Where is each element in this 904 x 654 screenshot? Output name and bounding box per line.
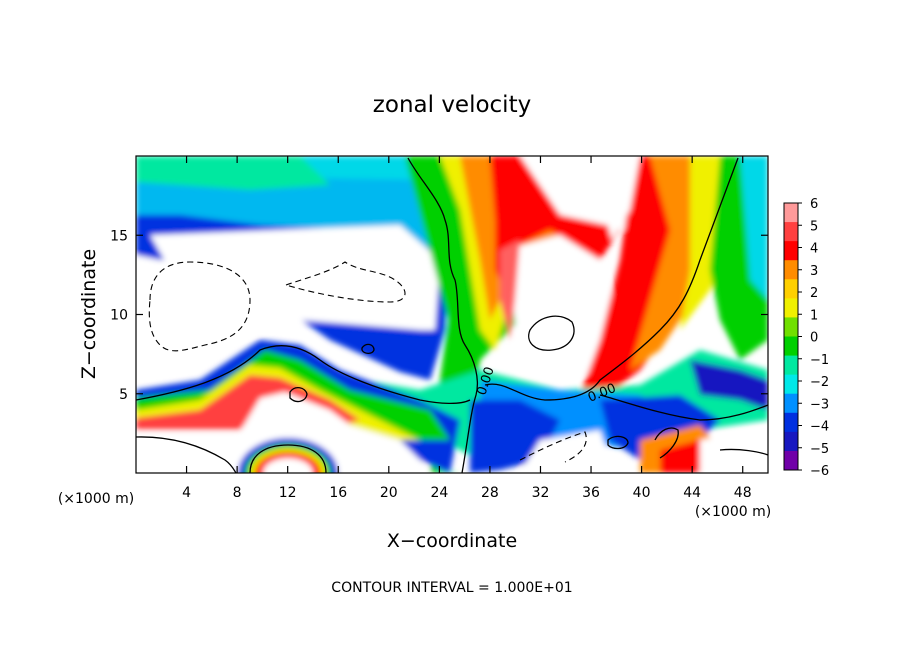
x-tick-label: 40: [633, 485, 651, 501]
colorbar-swatch: [784, 431, 798, 452]
chart-title: zonal velocity: [373, 92, 531, 118]
colorbar-swatch: [784, 355, 798, 376]
closed-contour-c: [607, 435, 629, 450]
x-tick-label: 36: [582, 485, 600, 501]
closed-contour-small: [361, 343, 375, 355]
colorbar-swatch: [784, 450, 798, 471]
colorbar-tick-label: 6: [810, 197, 818, 212]
closed-contour-bottomleft: [136, 436, 237, 473]
colorbar-tick-label: −5: [810, 442, 829, 457]
colorbar-swatch: [784, 222, 798, 242]
colorbar-tick-label: −4: [810, 420, 829, 435]
closed-contour-ring: [249, 444, 327, 473]
colorbar-swatch: [784, 241, 798, 261]
colorbar-swatch: [784, 298, 798, 318]
x-tick-label: 32: [532, 485, 550, 501]
colorbar-tick-label: 4: [810, 242, 818, 257]
contour-interval-note: CONTOUR INTERVAL = 1.000E+01: [331, 580, 572, 596]
x-tick-label: 28: [481, 485, 499, 501]
x-tick-label: 20: [380, 485, 398, 501]
y-tick-label: 10: [110, 308, 128, 324]
colorbar-swatch: [784, 317, 798, 337]
y-axis-label: Z−coordinate: [78, 249, 100, 379]
x-tick-label: 44: [683, 485, 701, 501]
dashed-contour-lower: [519, 431, 587, 463]
x-tick-label: 16: [329, 485, 347, 501]
y-tick-label: 5: [119, 387, 128, 403]
colorbar-swatch: [784, 374, 798, 395]
colorbar: 6 5 4 3 2 1 0 −1 −2 −3 −4 −5 −6: [783, 197, 829, 479]
colorbar-tick-label: −6: [810, 464, 829, 479]
dashed-contour-left: [148, 261, 251, 352]
y-axis: 5 10 15: [110, 228, 768, 403]
x-tick-label: 48: [734, 485, 752, 501]
colorbar-tick-label: 2: [810, 286, 818, 301]
colorbar-swatch: [784, 279, 798, 299]
zero-contour-bow: [136, 345, 471, 405]
colorbar-tick-label: 1: [810, 308, 818, 323]
colorbar-swatch: [784, 412, 798, 433]
colorbar-tick-label: 0: [810, 331, 818, 346]
colorbar-swatch: [784, 393, 798, 414]
colorbar-tick-label: −2: [810, 375, 829, 390]
closed-contour-bottomright: [719, 448, 768, 456]
colorbar-tick-label: 5: [810, 219, 818, 234]
y-tick-label: 15: [110, 228, 128, 244]
closed-contour-b: [289, 387, 308, 403]
closed-contour-a: [528, 315, 575, 351]
velocity-field: [136, 156, 768, 473]
zero-contour-plume: [407, 157, 479, 473]
plot-area: 0.00 0.00: [135, 155, 769, 474]
colorbar-tick-label: 3: [810, 264, 818, 279]
contour-lines: [136, 157, 768, 473]
x-tick-label: 24: [430, 485, 448, 501]
zero-contour-lowright: [599, 394, 768, 421]
x-axis: 4 8 12 16 20 24 28 32 36 40 44 48: [182, 156, 752, 501]
zero-contour-right: [484, 157, 739, 401]
colorbar-swatch: [784, 203, 798, 223]
x-tick-label: 12: [279, 485, 297, 501]
x-tick-label: 8: [233, 485, 242, 501]
colorbar-tick-label: −3: [810, 397, 829, 412]
colorbar-swatch: [784, 336, 798, 357]
colorbar-tick-label: −1: [810, 353, 829, 368]
x-axis-label: X−coordinate: [387, 530, 517, 552]
x-tick-label: 4: [182, 485, 191, 501]
colorbar-swatch: [784, 260, 798, 280]
x-unit-left: (×1000 m): [58, 491, 134, 507]
x-unit-right: (×1000 m): [695, 504, 771, 520]
dashed-contours: [148, 261, 587, 463]
closed-contour-d: [654, 427, 679, 459]
